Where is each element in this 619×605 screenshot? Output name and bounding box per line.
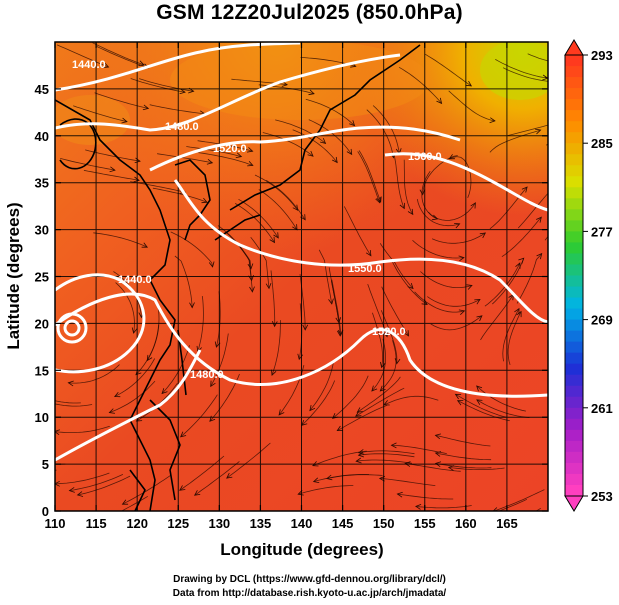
contour-label: 1550.0 [348, 263, 382, 275]
x-tick-label: 135 [250, 516, 272, 531]
colorbar-label: 293 [591, 48, 613, 63]
y-tick-label: 25 [35, 270, 49, 285]
x-axis-label: Longitude (degrees) [220, 540, 383, 559]
x-tick-label: 140 [291, 516, 313, 531]
y-tick-label: 15 [35, 363, 49, 378]
colorbar-label: 277 [591, 224, 613, 239]
y-tick-label: 40 [35, 129, 49, 144]
colorbar-label: 261 [591, 401, 613, 416]
y-tick-label: 20 [35, 316, 49, 331]
grid-lines [55, 42, 548, 511]
contour-label: 1520.0 [372, 326, 406, 338]
contour-label: 1480.0 [165, 121, 199, 133]
colorbar-bottom-arrow [564, 495, 584, 512]
x-tick-label: 160 [455, 516, 477, 531]
x-tick-label: 110 [45, 516, 66, 531]
contour-label: 1480.0 [190, 369, 224, 381]
y-axis-ticks: 0 5 10 15 20 25 30 35 40 45 [35, 82, 548, 519]
contour-label: 1520.0 [213, 143, 247, 155]
colorbar: 293 285 277 269 261 253 [564, 39, 613, 512]
colorbar-label: 285 [591, 136, 613, 151]
y-tick-label: 30 [35, 223, 49, 238]
contour-label: 1560.0 [408, 151, 442, 163]
contour-label: 1440.0 [72, 59, 106, 71]
y-tick-label: 35 [35, 176, 49, 191]
height-contours [55, 42, 548, 462]
map-plot-area: 1440.0 1480.0 1520.0 1560.0 1550.0 1520.… [55, 42, 548, 511]
colorbar-top-arrow [564, 39, 584, 56]
x-axis-ticks: 110 115 120 125 130 135 140 145 150 155 160 165 [45, 42, 518, 531]
contour-label: 1440.0 [118, 274, 152, 286]
x-tick-label: 125 [167, 516, 189, 531]
credit-drawing: Drawing by DCL (https://www.gfd-dennou.o… [173, 574, 446, 585]
y-tick-label: 10 [35, 410, 49, 425]
colorbar-label: 253 [591, 489, 613, 504]
contour-labels: 1440.0 1480.0 1520.0 1560.0 1550.0 1520.… [72, 59, 442, 381]
x-tick-label: 165 [496, 516, 518, 531]
x-tick-label: 120 [126, 516, 148, 531]
y-axis-label: Latitude (degrees) [4, 202, 23, 349]
y-tick-label: 5 [42, 457, 49, 472]
x-tick-label: 150 [373, 516, 395, 531]
chart-title: GSM 12Z20Jul2025 (850.0hPa) [156, 1, 463, 24]
credit-data-source: Data from http://database.rish.kyoto-u.a… [172, 588, 447, 599]
x-tick-label: 130 [208, 516, 230, 531]
x-tick-label: 145 [332, 516, 354, 531]
x-tick-label: 115 [86, 516, 107, 531]
y-tick-label: 0 [42, 504, 49, 519]
y-tick-label: 45 [35, 82, 49, 97]
x-tick-label: 155 [414, 516, 436, 531]
colorbar-label: 269 [591, 313, 613, 328]
